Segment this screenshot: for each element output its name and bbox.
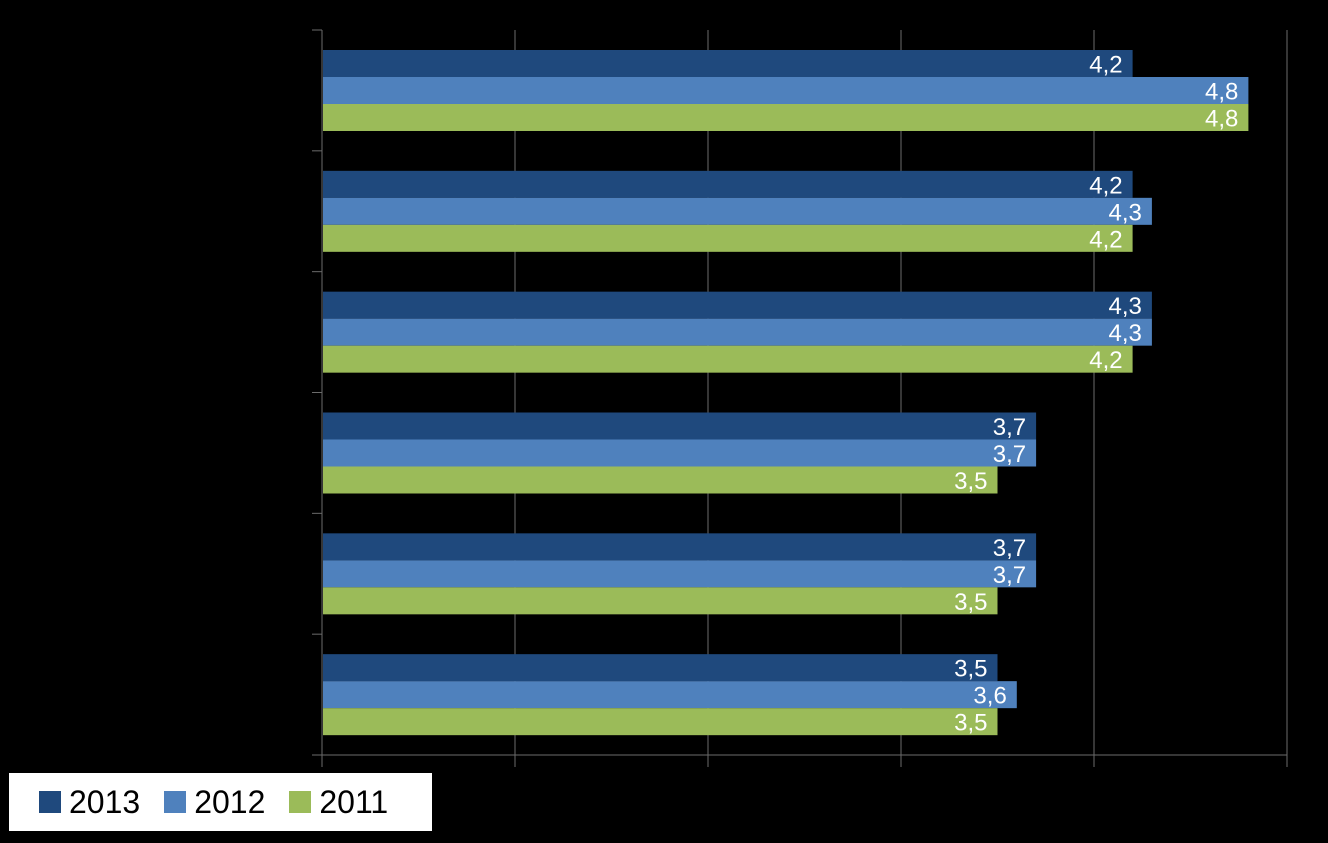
data-label-2013-4: 3,7 — [993, 535, 1026, 562]
legend-swatch-2012 — [164, 791, 187, 813]
bar-2013-3 — [323, 412, 1037, 440]
data-label-2013-0: 4,2 — [1089, 52, 1122, 79]
bar-2012-2 — [323, 318, 1152, 346]
legend-label-2011: 2011 — [319, 783, 389, 820]
legend-label-2012: 2012 — [194, 783, 266, 820]
legend-label-2013: 2013 — [69, 783, 141, 820]
data-label-2012-5: 3,6 — [973, 683, 1006, 710]
data-label-2012-1: 4,3 — [1109, 199, 1142, 226]
data-label-2013-5: 3,5 — [954, 656, 987, 683]
legend: 2013 2012 2011 — [9, 773, 432, 831]
legend-item-2011: 2011 — [289, 784, 388, 821]
bar-2011-4 — [323, 587, 998, 615]
bar-2012-4 — [323, 560, 1037, 588]
bar-2013-1 — [323, 170, 1133, 198]
bar-2012-1 — [323, 197, 1152, 225]
data-label-2011-2: 4,2 — [1089, 347, 1122, 374]
gridlines — [514, 30, 1288, 755]
data-label-2013-2: 4,3 — [1109, 293, 1142, 320]
bar-2013-2 — [323, 291, 1152, 319]
data-label-2012-4: 3,7 — [993, 562, 1026, 589]
legend-item-2012: 2012 — [164, 784, 265, 821]
data-label-2011-1: 4,2 — [1089, 226, 1122, 253]
bar-2011-5 — [323, 708, 998, 736]
data-label-2011-3: 3,5 — [954, 468, 987, 495]
legend-swatch-2013 — [39, 791, 61, 813]
bar-2012-3 — [323, 439, 1037, 467]
bar-2011-3 — [323, 466, 998, 494]
data-label-2011-5: 3,5 — [954, 710, 987, 737]
bar-2011-1 — [323, 224, 1133, 252]
data-label-2012-2: 4,3 — [1109, 320, 1142, 347]
data-label-2013-1: 4,2 — [1089, 172, 1122, 199]
bar-2013-4 — [323, 533, 1037, 561]
bar-2013-5 — [323, 654, 998, 682]
data-labels: 4,24,84,84,24,34,24,34,34,23,73,73,53,73… — [954, 52, 1238, 737]
legend-item-2013: 2013 — [39, 784, 140, 821]
bars — [323, 50, 1249, 736]
bar-2012-0 — [323, 77, 1249, 104]
bar-2012-5 — [323, 681, 1017, 709]
data-label-2013-3: 3,7 — [993, 414, 1026, 441]
data-label-2011-0: 4,8 — [1205, 106, 1238, 133]
bar-2011-2 — [323, 345, 1133, 373]
legend-swatch-2011 — [289, 791, 312, 813]
bar-2011-0 — [323, 104, 1249, 131]
y-axis — [312, 29, 1288, 767]
data-label-2012-3: 3,7 — [993, 441, 1026, 468]
data-label-2012-0: 4,8 — [1205, 79, 1238, 106]
data-label-2011-4: 3,5 — [954, 589, 987, 616]
bar-2013-0 — [323, 50, 1133, 77]
